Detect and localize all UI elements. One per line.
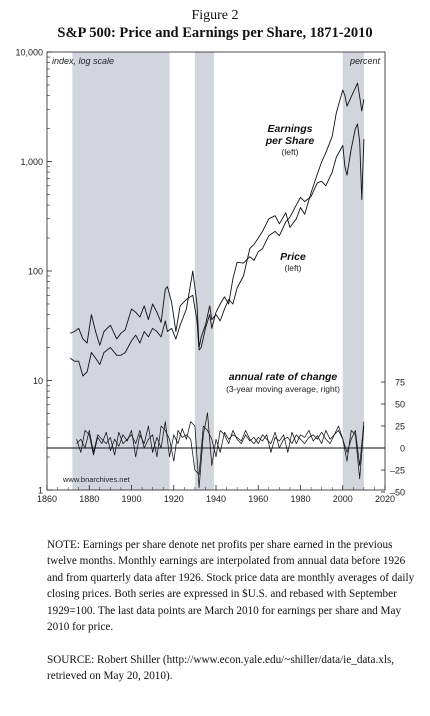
series-lines	[69, 82, 365, 488]
shaded-period	[194, 52, 214, 490]
x-tick-label: 2020	[375, 494, 395, 504]
x-tick-label: 1940	[206, 494, 226, 504]
watermark-text: www.bnarchives.net	[62, 475, 131, 484]
chart-annotations: index, log scale percent Earnings per Sh…	[52, 56, 380, 484]
left-tick-label: 1,000	[20, 157, 43, 167]
shaded-period	[342, 52, 364, 490]
right-tick-label: 75	[395, 378, 405, 388]
left-tick-label: 100	[28, 267, 43, 277]
figure-label: Figure 2	[191, 8, 239, 23]
left-tick-label: 1	[38, 486, 43, 496]
shaded-period	[72, 52, 170, 490]
earnings-series-label: Earnings	[268, 123, 313, 135]
left-tick-label: 10,000	[15, 48, 43, 58]
x-tick-label: 1980	[290, 494, 310, 504]
x-tick-label: 1880	[79, 494, 99, 504]
right-tick-label: –25	[390, 466, 405, 476]
change-line-b	[76, 421, 365, 475]
earnings-axis-note: (left)	[282, 147, 299, 157]
x-tick-label: 2000	[333, 494, 353, 504]
price-axis-note: (left)	[285, 263, 302, 273]
price-series-label: Price	[280, 251, 306, 263]
earnings-series-label-line2: per Share	[265, 135, 315, 147]
x-tick-label: 1900	[121, 494, 141, 504]
left-tick-label: 10	[33, 376, 43, 386]
x-tick-label: 1960	[248, 494, 268, 504]
left-axis-label: index, log scale	[52, 56, 114, 66]
right-tick-label: 50	[395, 400, 405, 410]
right-tick-label: 25	[395, 422, 405, 432]
earnings-line	[70, 123, 365, 351]
change-axis-note: (3-year moving average, right)	[226, 384, 340, 394]
x-tick-label: 1920	[164, 494, 184, 504]
x-tick-label: 1860	[37, 494, 57, 504]
price-line	[69, 82, 365, 377]
change-series-label: annual rate of change	[229, 371, 338, 383]
right-axis-label: percent	[349, 56, 381, 66]
shaded-periods	[72, 52, 364, 490]
right-tick-label: –50	[390, 488, 405, 498]
right-tick-label: 0	[400, 444, 405, 454]
chart-note: NOTE: Earnings per share denote net prof…	[47, 539, 415, 634]
chart-source: SOURCE: Robert Shiller (http://www.econ.…	[47, 654, 395, 683]
chart-title: S&P 500: Price and Earnings per Share, 1…	[57, 25, 373, 41]
